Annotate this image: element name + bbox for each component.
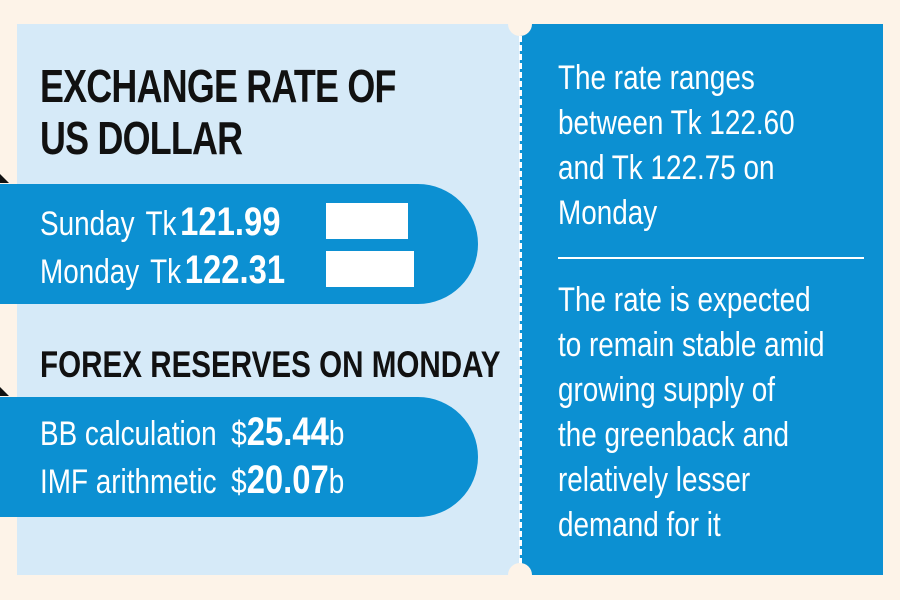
dollar-sign: $ (231, 415, 247, 453)
notes-divider (558, 257, 864, 259)
rate-value: 122.31 (184, 248, 286, 292)
ticket-notch-top (508, 12, 532, 36)
rate-row-monday: Monday Tk 122.31 (40, 248, 285, 293)
perforation-divider (519, 36, 522, 564)
ticket-notch-bottom (508, 563, 532, 587)
dollar-sign: $ (231, 463, 247, 501)
day-label: Sunday (40, 205, 135, 243)
reserve-value: 25.44 (246, 410, 329, 454)
rate-bar-sunday (326, 203, 408, 239)
rate-bar-monday (326, 251, 414, 287)
corner-tick-icon (0, 174, 9, 183)
billion-suffix: b (328, 415, 345, 453)
currency-label: Tk (145, 205, 177, 243)
currency-label: Tk (150, 253, 182, 291)
forex-row-imf: IMF arithmetic $20.07b (40, 458, 344, 503)
rate-row-sunday: Sunday Tk 121.99 (40, 200, 280, 245)
title-line-1: EXCHANGE RATE OF (40, 60, 396, 112)
forex-band (0, 397, 478, 517)
forex-row-bb: BB calculation $25.44b (40, 410, 344, 455)
reserve-label: BB calculation (40, 415, 217, 453)
reserve-label: IMF arithmetic (40, 463, 217, 501)
rate-range-note: The rate ranges between Tk 122.60 and Tk… (558, 59, 795, 232)
reserve-value: 20.07 (246, 458, 329, 502)
corner-tick-icon (0, 387, 9, 396)
exchange-rate-title: EXCHANGE RATE OF US DOLLAR (40, 60, 396, 164)
forex-heading: FOREX RESERVES ON MONDAY (40, 344, 501, 385)
billion-suffix: b (328, 463, 345, 501)
outlook-note: The rate is expected to remain stable am… (558, 281, 825, 544)
rate-value: 121.99 (180, 200, 281, 244)
day-label: Monday (40, 253, 140, 291)
right-panel (520, 24, 883, 575)
title-line-2: US DOLLAR (40, 112, 243, 164)
